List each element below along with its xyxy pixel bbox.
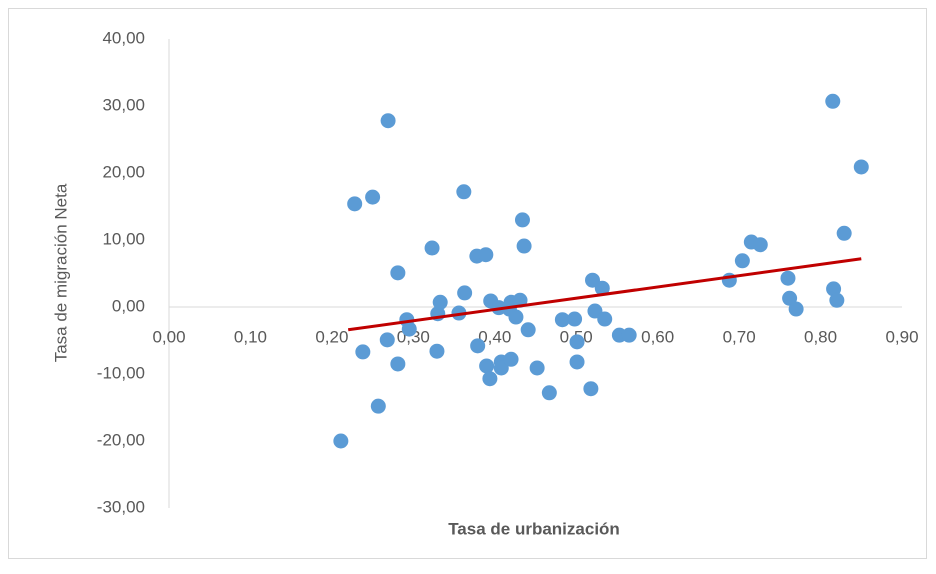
data-point: [520, 322, 536, 338]
data-point: [788, 301, 804, 317]
y-tick-label: 0,00: [112, 296, 145, 315]
data-point: [456, 184, 472, 200]
data-point: [424, 240, 440, 256]
data-point: [554, 312, 570, 328]
data-point: [390, 356, 406, 372]
data-point: [594, 280, 610, 296]
data-point: [390, 265, 406, 281]
y-axis-label: Tasa de migración Neta: [51, 183, 70, 362]
data-point: [529, 360, 545, 376]
y-tick-label: 40,00: [102, 28, 145, 47]
data-point: [333, 433, 349, 449]
x-tick-label: 0,20: [315, 327, 348, 346]
data-point: [470, 338, 486, 354]
x-tick-label: 0,90: [885, 327, 918, 346]
data-point: [379, 332, 395, 348]
data-point: [569, 354, 585, 370]
data-point: [503, 351, 519, 367]
y-tick-label: 30,00: [102, 95, 145, 114]
data-point: [583, 381, 599, 397]
y-tick-label: 10,00: [102, 229, 145, 248]
trendline: [347, 257, 862, 332]
data-point: [365, 189, 381, 205]
data-point: [569, 334, 585, 350]
chart-border: [8, 8, 927, 559]
y-tick-label: 20,00: [102, 162, 145, 181]
data-point: [380, 113, 396, 129]
data-point: [734, 253, 750, 269]
data-point: [829, 292, 845, 308]
data-point: [514, 212, 530, 228]
data-point: [370, 398, 386, 414]
data-point: [508, 309, 524, 325]
y-tick-label: -10,00: [97, 363, 145, 382]
data-point: [853, 159, 869, 175]
x-tick-label: 0,10: [234, 327, 267, 346]
data-point: [493, 360, 509, 376]
data-point: [482, 371, 498, 387]
data-point: [479, 358, 495, 374]
data-point: [567, 311, 583, 327]
y-tick-label: -30,00: [97, 497, 145, 516]
y-tick-label: -20,00: [97, 430, 145, 449]
data-point: [478, 247, 494, 263]
data-point: [780, 270, 796, 286]
x-tick-label: 0,70: [723, 327, 756, 346]
x-axis-label: Tasa de urbanización: [448, 519, 620, 538]
data-point: [516, 238, 532, 254]
data-point: [347, 196, 363, 212]
data-point: [457, 285, 473, 301]
data-point: [826, 281, 842, 297]
data-point: [825, 93, 841, 109]
data-point: [355, 344, 371, 360]
data-point: [432, 294, 448, 310]
data-point: [621, 327, 637, 343]
x-tick-label: 0,60: [641, 327, 674, 346]
data-point: [597, 311, 613, 327]
data-point: [541, 385, 557, 401]
data-point: [752, 237, 768, 253]
data-point: [401, 321, 417, 337]
data-point: [836, 225, 852, 241]
x-tick-label: 0,40: [478, 327, 511, 346]
x-tick-label: 0,00: [152, 327, 185, 346]
data-point: [429, 343, 445, 359]
x-tick-label: 0,80: [804, 327, 837, 346]
